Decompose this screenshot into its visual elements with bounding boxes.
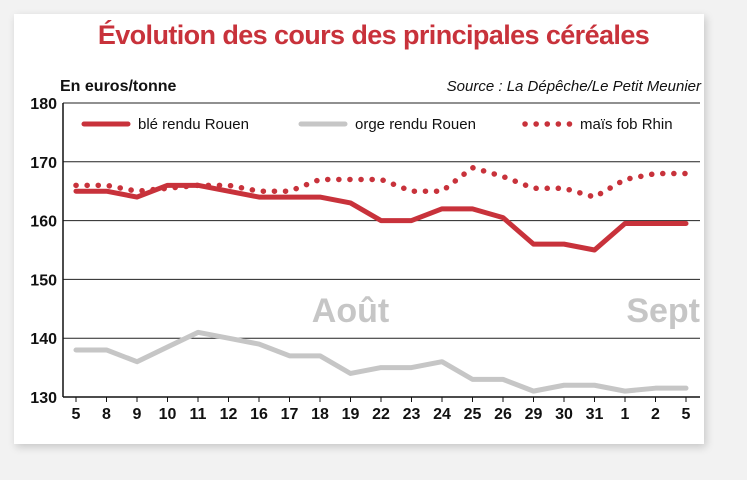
- y-tick-label: 130: [30, 390, 57, 407]
- x-tick-label: 30: [555, 406, 573, 423]
- x-tick-label: 5: [682, 406, 691, 423]
- source-note: Source : La Dépêche/Le Petit Meunier: [446, 78, 701, 95]
- month-label: Août: [312, 292, 389, 330]
- x-tick-label: 18: [311, 406, 329, 423]
- legend-label: orge rendu Rouen: [355, 116, 476, 133]
- y-tick-label: 180: [30, 96, 57, 113]
- x-tick-label: 1: [621, 406, 630, 423]
- y-axis-unit: En euros/tonne: [60, 78, 177, 95]
- legend-label: maïs fob Rhin: [580, 116, 673, 133]
- y-tick-label: 160: [30, 214, 57, 231]
- y-tick-label: 140: [30, 331, 57, 348]
- x-tick-label: 23: [403, 406, 421, 423]
- x-tick-label: 9: [133, 406, 142, 423]
- x-tick-label: 26: [494, 406, 512, 423]
- y-tick-label: 150: [30, 272, 57, 289]
- x-tick-label: 8: [102, 406, 111, 423]
- x-tick-label: 29: [525, 406, 543, 423]
- x-tick-label: 22: [372, 406, 390, 423]
- series-line-ma-s-fob-rhin: [73, 164, 689, 200]
- x-tick-label: 2: [651, 406, 660, 423]
- month-label: Sept: [626, 292, 700, 330]
- x-tick-label: 24: [433, 406, 451, 423]
- chart-title: Évolution des cours des principales céré…: [97, 20, 650, 50]
- x-tick-label: 12: [220, 406, 238, 423]
- x-tick-label: 17: [281, 406, 299, 423]
- x-tick-label: 10: [159, 406, 177, 423]
- x-tick-label: 16: [250, 406, 268, 423]
- x-tick-label: 31: [586, 406, 604, 423]
- x-tick-label: 5: [72, 406, 81, 423]
- x-tick-label: 11: [190, 406, 207, 423]
- y-tick-label: 170: [30, 155, 57, 172]
- legend-label: blé rendu Rouen: [138, 116, 249, 133]
- x-tick-label: 19: [342, 406, 360, 423]
- x-tick-label: 25: [464, 406, 482, 423]
- series-line-orge-rendu-rouen: [73, 329, 689, 394]
- series-line-bl-rendu-rouen: [73, 182, 689, 253]
